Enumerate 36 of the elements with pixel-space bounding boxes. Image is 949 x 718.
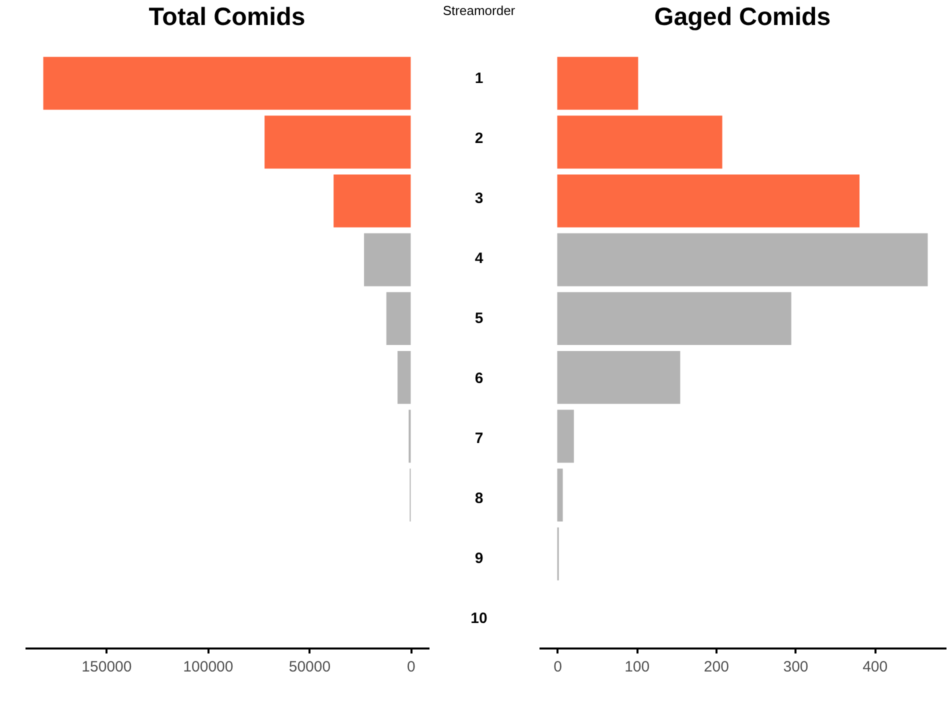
- x-tick-label: 0: [407, 658, 416, 676]
- y-tick-label: 2: [474, 130, 484, 147]
- bar: [557, 233, 928, 286]
- y-tick-label: 1: [474, 70, 484, 87]
- chart-title: Total Comids: [148, 3, 306, 31]
- bar: [557, 410, 574, 463]
- bar: [557, 56, 638, 110]
- x-tick-label: 300: [783, 658, 808, 676]
- y-tick-label: 6: [474, 370, 484, 387]
- bar: [264, 116, 411, 169]
- y-tick-label: 9: [474, 550, 484, 567]
- y-axis-title: Streamorder: [442, 3, 516, 18]
- bar: [557, 468, 563, 522]
- bar: [364, 233, 411, 286]
- bar: [386, 292, 411, 346]
- chart-title: Gaged Comids: [654, 3, 831, 31]
- y-tick-label: 5: [474, 310, 484, 327]
- bar: [557, 174, 860, 228]
- y-tick-label: 3: [474, 190, 484, 207]
- bar: [557, 292, 792, 346]
- bar: [557, 116, 722, 169]
- bar: [334, 174, 411, 228]
- x-tick-label: 0: [554, 658, 562, 676]
- x-tick-label: 100: [624, 658, 650, 676]
- x-tick-label: 400: [862, 658, 888, 676]
- bar: [43, 56, 411, 110]
- x-tick-label: 100000: [183, 658, 234, 676]
- y-tick-label: 8: [474, 490, 484, 507]
- bar: [398, 350, 411, 404]
- x-tick-label: 50000: [288, 658, 331, 676]
- y-tick-label: 10: [470, 610, 488, 627]
- y-tick-label: 4: [474, 250, 484, 267]
- x-tick-label: 150000: [82, 658, 132, 676]
- y-tick-label: 7: [474, 430, 484, 447]
- x-tick-label: 200: [704, 658, 729, 676]
- bar: [557, 350, 680, 404]
